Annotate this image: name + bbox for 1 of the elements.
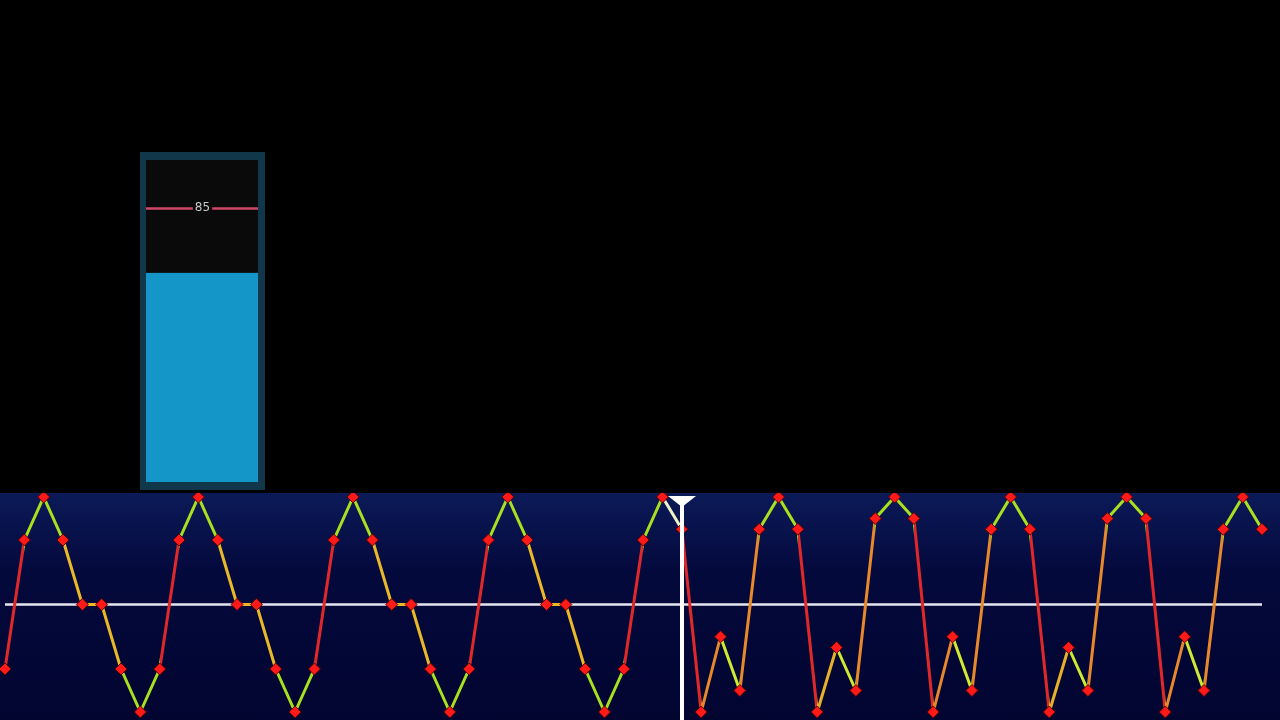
annotation: 85 — [194, 200, 211, 215]
